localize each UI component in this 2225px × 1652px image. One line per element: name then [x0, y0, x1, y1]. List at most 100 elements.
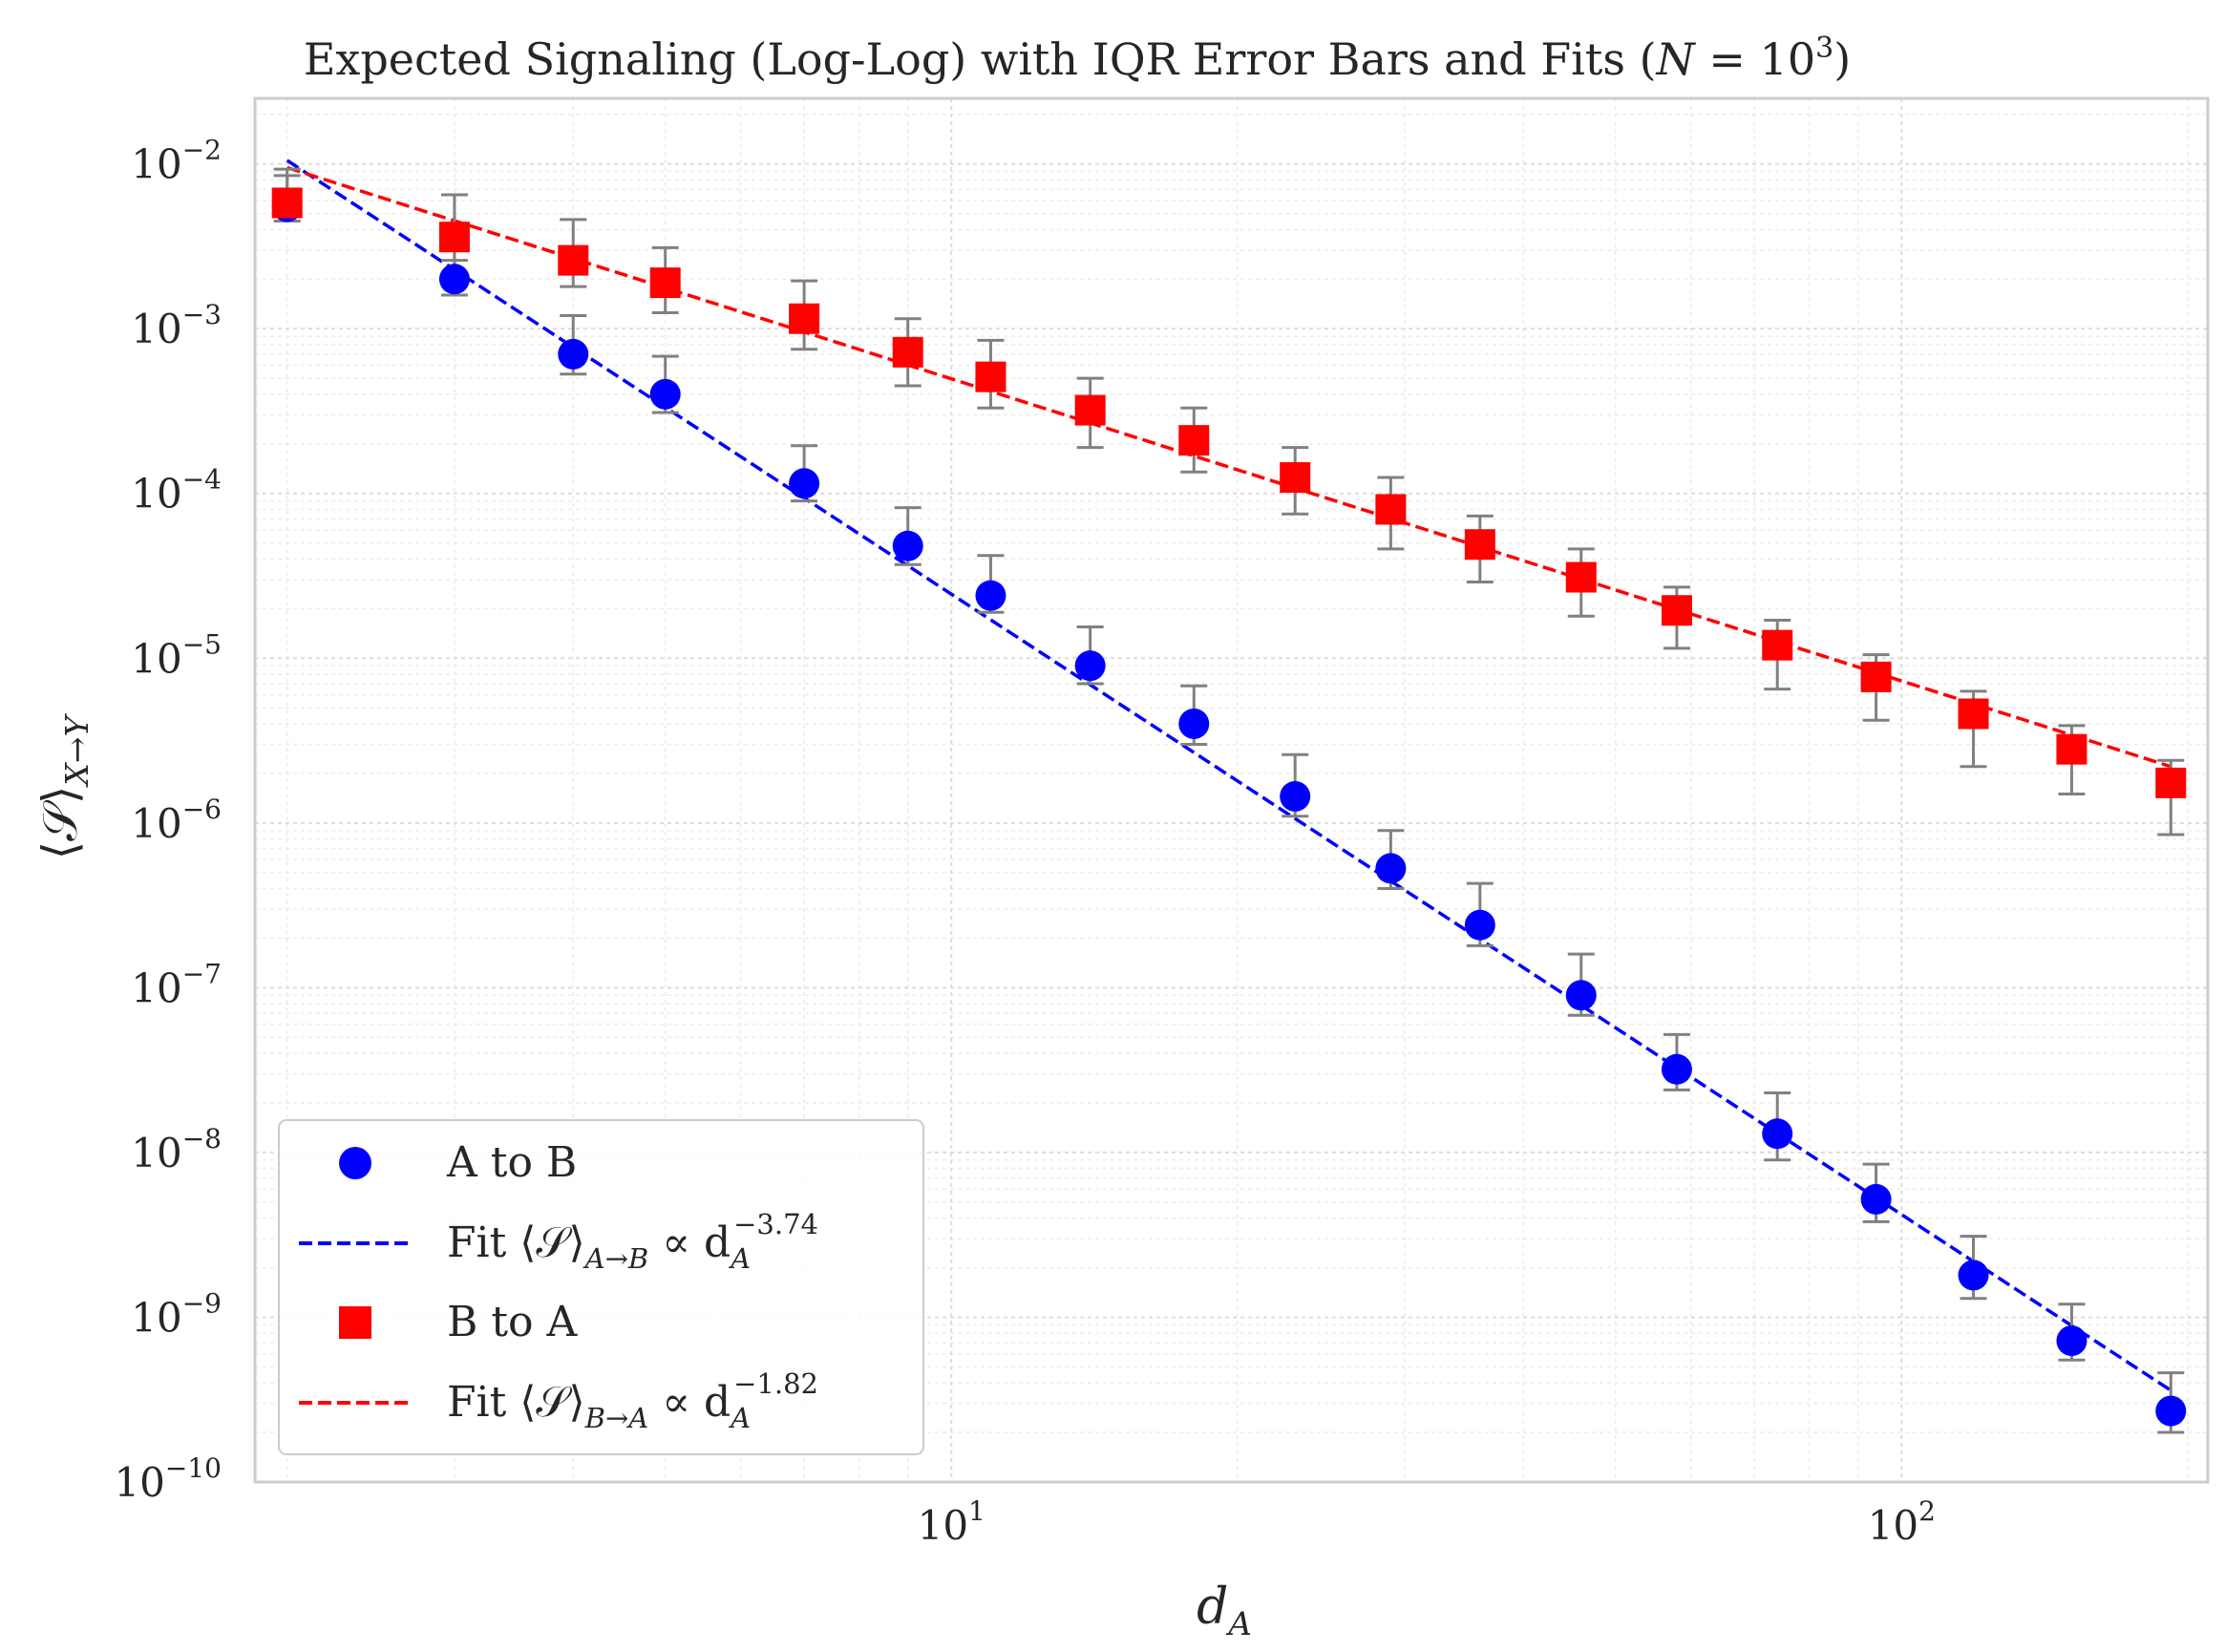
data-point-a-to-b [2155, 1395, 2187, 1427]
data-point-b-to-a [649, 267, 681, 299]
data-point-a-to-b [1661, 1053, 1692, 1085]
legend-label-a-to-b: A to B [446, 1138, 577, 1187]
fit-line-a-to-b [286, 159, 2172, 1392]
y-tick-label: 10−6 [131, 794, 222, 847]
y-tick-exponent: −2 [182, 135, 222, 166]
legend-entry-b-to-a: B to A [339, 1298, 578, 1346]
y-tick-exponent: −6 [182, 794, 222, 825]
data-point-a-to-b [1958, 1260, 1989, 1291]
chart-title-rel: = 10 [1695, 33, 1815, 85]
legend-label-fit-b-to-a: Fit ⟨𝒮⟩B→A ∝ dA−1.82 [447, 1367, 818, 1434]
x-tick-labels: 101 102 [918, 1495, 1936, 1549]
data-point-b-to-a [1661, 595, 1692, 626]
chart-title-text: Expected Signaling (Log-Log) with IQR Er… [304, 33, 1657, 85]
data-point-a-to-b [1178, 708, 1210, 739]
y-tick-base: 10 [131, 1130, 181, 1176]
y-tick-label: 10−9 [131, 1287, 222, 1341]
chart-title-var: N [1656, 33, 1697, 85]
data-point-b-to-a [1958, 698, 1989, 730]
data-point-a-to-b [892, 530, 923, 561]
y-tick-labels: 10−210−310−410−510−610−710−810−910−10 [114, 135, 222, 1506]
data-point-b-to-a [1762, 629, 1793, 661]
y-tick-exponent: −4 [182, 464, 222, 496]
fit-b-to-a-base-sub: A [728, 1402, 751, 1434]
legend-entry-fit-a-to-b: Fit ⟨𝒮⟩A→B ∝ dA−3.74 [299, 1208, 818, 1275]
y-tick-base: 10 [131, 635, 181, 682]
y-tick-exponent: −5 [182, 628, 222, 660]
data-point-a-to-b [2056, 1325, 2087, 1357]
y-tick-exponent: −7 [182, 958, 222, 989]
y-tick-base: 10 [131, 1294, 181, 1341]
y-tick-label: 10−8 [131, 1123, 222, 1176]
data-point-b-to-a [1280, 462, 1311, 494]
x-axis-label-main: d [1197, 1578, 1228, 1636]
chart-title: Expected Signaling (Log-Log) with IQR Er… [304, 32, 1851, 85]
legend: A to B Fit ⟨𝒮⟩A→B ∝ dA−3.74 B to A Fit ⟨… [278, 1119, 924, 1455]
legend-square-marker [339, 1306, 371, 1339]
y-axis-label-main: ⟨𝒮⟩ [32, 786, 88, 860]
x-tick-exponent: 2 [1918, 1495, 1936, 1527]
y-tick-base: 10 [131, 306, 181, 352]
fit-b-to-a-exponent: −1.82 [733, 1367, 818, 1400]
data-point-a-to-b [1074, 650, 1106, 682]
x-tick-base: 10 [918, 1502, 968, 1549]
y-tick-label: 10−7 [131, 958, 222, 1011]
data-point-a-to-b [649, 378, 681, 410]
fit-a-to-b-exponent: −3.74 [733, 1208, 818, 1240]
y-axis-label-sub: X→Y [58, 712, 95, 788]
data-point-a-to-b [1280, 780, 1311, 812]
fit-b-to-a-sub: B→A [584, 1402, 649, 1434]
chart-title-close: ) [1833, 33, 1851, 85]
legend-circle-marker [339, 1147, 371, 1179]
x-axis-label: dA [1197, 1578, 1252, 1643]
data-point-b-to-a [438, 222, 470, 253]
data-point-a-to-b [1860, 1183, 1892, 1215]
data-point-b-to-a [1375, 494, 1407, 525]
fit-a-to-b-prefix: Fit ⟨𝒮⟩ [447, 1218, 585, 1267]
data-point-b-to-a [2155, 767, 2187, 798]
y-tick-base: 10 [114, 1459, 164, 1506]
legend-frame [278, 1119, 924, 1455]
x-tick-label: 101 [918, 1495, 985, 1549]
x-tick-base: 10 [1868, 1502, 1918, 1549]
x-tick-exponent: 1 [968, 1495, 985, 1527]
x-tick-label: 102 [1868, 1495, 1936, 1549]
data-point-b-to-a [1178, 425, 1210, 456]
data-point-a-to-b [1375, 853, 1407, 884]
y-tick-label: 10−5 [131, 628, 222, 682]
data-point-a-to-b [1464, 909, 1495, 941]
data-point-a-to-b [438, 264, 470, 295]
data-point-b-to-a [1860, 661, 1892, 692]
data-point-b-to-a [1565, 561, 1597, 593]
fit-b-to-a-prefix: Fit ⟨𝒮⟩ [447, 1378, 585, 1427]
data-point-a-to-b [1565, 980, 1597, 1011]
fit-a-to-b-mid: ∝ d [648, 1218, 731, 1267]
y-axis-label: ⟨𝒮⟩X→Y [32, 712, 95, 859]
y-tick-base: 10 [131, 800, 181, 847]
chart-title-exponent: 3 [1815, 32, 1833, 65]
data-point-a-to-b [558, 338, 589, 370]
data-point-b-to-a [558, 244, 589, 276]
y-tick-exponent: −8 [182, 1123, 222, 1154]
legend-entry-fit-b-to-a: Fit ⟨𝒮⟩B→A ∝ dA−1.82 [299, 1367, 818, 1434]
y-tick-exponent: −9 [182, 1287, 222, 1319]
data-point-b-to-a [2056, 733, 2087, 765]
legend-label-fit-a-to-b: Fit ⟨𝒮⟩A→B ∝ dA−3.74 [447, 1208, 818, 1275]
data-point-b-to-a [271, 187, 303, 219]
data-point-b-to-a [892, 336, 923, 368]
plot-area-frame [253, 96, 2210, 1484]
data-point-b-to-a [975, 361, 1007, 392]
legend-entry-a-to-b: A to B [339, 1138, 577, 1187]
data-point-b-to-a [1464, 529, 1495, 561]
y-tick-base: 10 [131, 141, 181, 188]
y-tick-base: 10 [131, 471, 181, 518]
data-point-a-to-b [975, 580, 1007, 611]
y-tick-label: 10−4 [131, 464, 222, 518]
fit-b-to-a-mid: ∝ d [648, 1378, 731, 1427]
legend-label-b-to-a: B to A [447, 1298, 578, 1346]
fit-a-to-b-base-sub: A [728, 1242, 751, 1275]
y-tick-exponent: −3 [182, 299, 222, 330]
y-tick-exponent: −10 [165, 1452, 222, 1484]
fit-line-b-to-a [286, 165, 2172, 769]
